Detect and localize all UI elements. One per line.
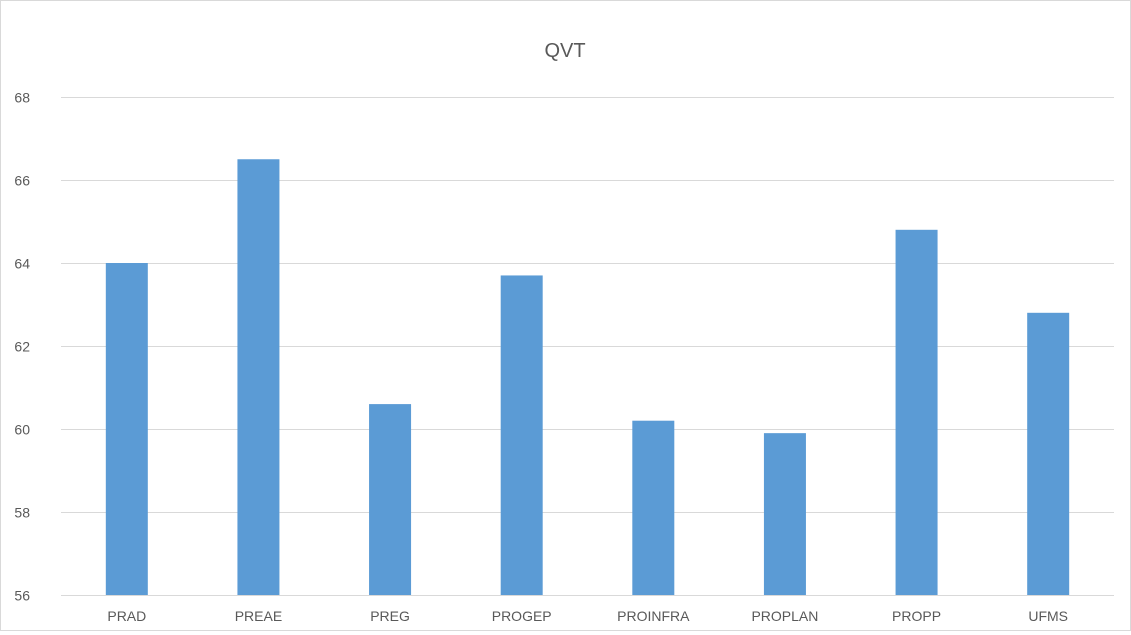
gridlines	[61, 97, 1114, 596]
bar-preg	[369, 404, 412, 595]
x-tick-label: PROPLAN	[751, 608, 818, 624]
bar-preae	[237, 159, 280, 595]
y-tick-label: 62	[14, 339, 30, 355]
x-tick-label: PROGEP	[492, 608, 552, 624]
bar-ufms	[1027, 312, 1070, 595]
y-tick-label: 68	[14, 90, 30, 106]
bars	[105, 159, 1070, 596]
x-axis-tick-labels: PRAD PREAE PREG PROGEP PROINFRA PROPLAN PROPP U…	[107, 608, 1068, 624]
x-tick-label: PREAE	[235, 608, 282, 624]
bar-prad	[105, 263, 148, 595]
x-tick-label: PROINFRA	[617, 608, 690, 624]
x-tick-label: PRAD	[107, 608, 146, 624]
x-tick-label: PROPP	[892, 608, 941, 624]
bar-proinfra	[632, 420, 675, 595]
bar-propp	[895, 229, 938, 596]
x-tick-label: PREG	[370, 608, 410, 624]
y-tick-label: 56	[14, 588, 30, 604]
y-tick-label: 64	[14, 256, 30, 272]
y-tick-label: 58	[14, 505, 30, 521]
y-axis-tick-labels: 56 58 60 62 64 66 68	[14, 90, 30, 604]
x-tick-label: UFMS	[1028, 608, 1068, 624]
y-tick-label: 66	[14, 173, 30, 189]
bar-progep	[500, 275, 543, 595]
chart-title: QVT	[544, 40, 585, 62]
bar-proplan	[763, 433, 806, 595]
y-tick-label: 60	[14, 422, 30, 438]
